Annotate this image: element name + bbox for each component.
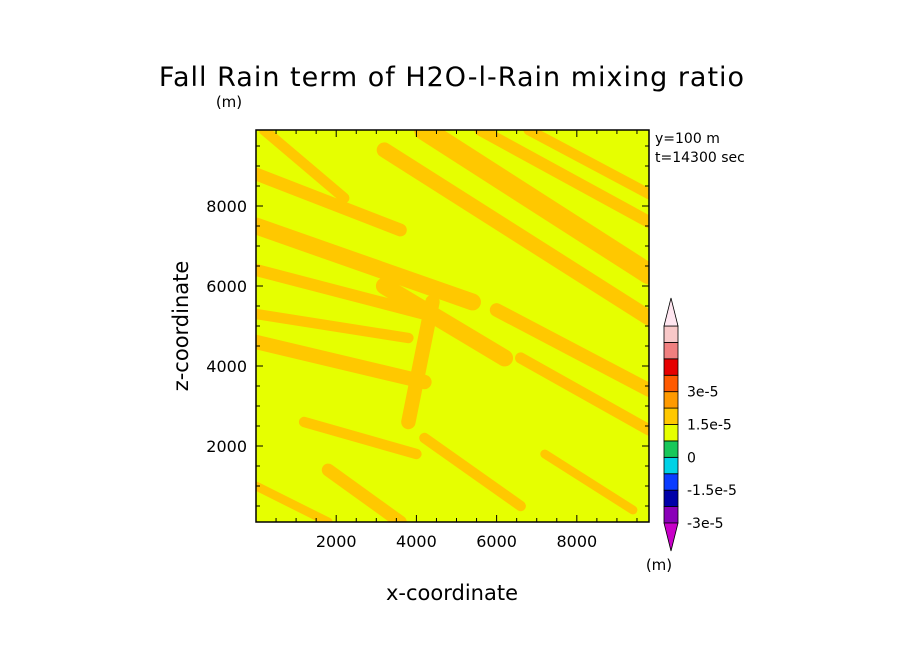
colorbar-level (663, 391, 679, 409)
field-band-bottom-center (419, 432, 526, 512)
colorbar-tick-label: 1.5e-5 (687, 418, 732, 434)
field-band-bottom-left (256, 481, 333, 522)
field-band-center-cross (375, 277, 514, 367)
field-band-lower-left (298, 416, 422, 460)
z-tick-label: 4000 (206, 357, 247, 376)
x-tick-label: 6000 (476, 532, 517, 551)
field-band-upper-diagonal-3 (474, 130, 649, 229)
field-band-left-upper (256, 167, 407, 237)
field-band-right-mid (489, 303, 649, 397)
colorbar-tick-label: -3e-5 (687, 516, 724, 532)
x-tick-label: 4000 (396, 532, 437, 551)
z-tick-label: 6000 (206, 277, 247, 296)
colorbar-tick-label: -1.5e-5 (687, 483, 737, 499)
x-axis: 2000 4000 6000 8000 (255, 130, 638, 551)
field-band-mid-diagonal (256, 217, 481, 311)
field-band-upper-diagonal-2 (376, 142, 649, 326)
colorbar-level (663, 342, 679, 360)
colorbar-level (663, 440, 679, 458)
colorbar-level (663, 489, 679, 507)
field-band-right-mid-2 (515, 352, 649, 436)
field-bands (256, 130, 649, 522)
colorbar-level (663, 358, 679, 376)
colorbar-unit: (m) (646, 556, 672, 574)
field-band-center-vertical (401, 294, 440, 430)
colorbar-level (663, 506, 679, 524)
colorbar-level (663, 325, 679, 343)
colorbar-level (663, 407, 679, 425)
colorbar-tick-label: 0 (687, 450, 696, 466)
colorbar-level (663, 424, 679, 442)
title-unit: (m) (216, 93, 242, 111)
colorbar-upper-extension (663, 297, 679, 327)
x-tick-label: 8000 (556, 532, 597, 551)
field-band-top-left (258, 130, 350, 204)
colorbar: 3e-5 1.5e-5 0 -1.5e-5 -3e-5 (663, 297, 737, 552)
z-axis-label: z-coordinate (169, 261, 193, 392)
colorbar-level (663, 374, 679, 393)
chart-title: Fall Rain term of H2O-l-Rain mixing rati… (159, 62, 745, 93)
info-t: t=14300 sec (655, 150, 745, 166)
field-band-bottom-diagonal (321, 463, 407, 522)
colorbar-level (663, 456, 679, 475)
info-y: y=100 m (655, 131, 720, 147)
colorbar-lower-extension (663, 522, 679, 552)
colorbar-level (663, 473, 679, 491)
colorbar-tick-label: 3e-5 (687, 385, 718, 401)
field-band-bottom-right (540, 449, 638, 515)
x-tick-label: 2000 (316, 532, 357, 551)
z-axis: 2000 4000 6000 8000 (206, 145, 649, 507)
field-band-left-mid-2 (256, 308, 414, 344)
plot-area (255, 129, 650, 523)
x-axis-label: x-coordinate (386, 581, 518, 605)
field-band-upper-diagonal-4 (523, 130, 649, 200)
z-tick-label: 2000 (206, 437, 247, 456)
z-tick-label: 8000 (206, 197, 247, 216)
field-band-upper-diagonal-1 (414, 130, 649, 285)
field-band-left-mid (256, 334, 432, 390)
